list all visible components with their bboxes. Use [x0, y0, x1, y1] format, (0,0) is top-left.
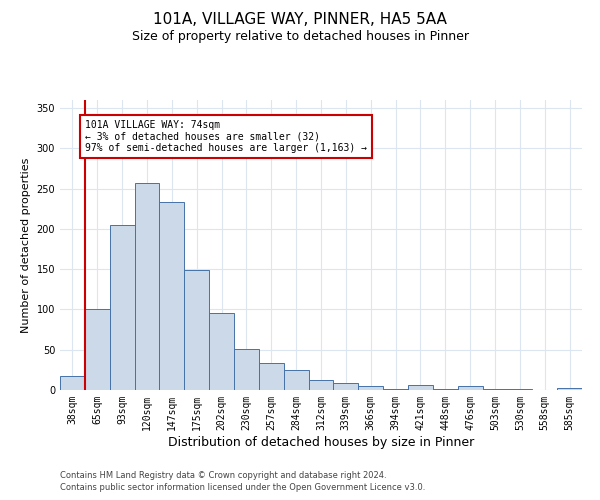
- Bar: [358, 386, 383, 390]
- Bar: [482, 389, 508, 390]
- Bar: [160, 202, 184, 390]
- Bar: [284, 370, 308, 390]
- Y-axis label: Number of detached properties: Number of detached properties: [21, 158, 31, 332]
- Bar: [85, 308, 110, 390]
- Bar: [508, 389, 532, 390]
- Bar: [110, 225, 134, 390]
- Bar: [408, 385, 433, 390]
- Text: Contains HM Land Registry data © Crown copyright and database right 2024.: Contains HM Land Registry data © Crown c…: [60, 471, 386, 480]
- Bar: [60, 376, 85, 390]
- Text: 101A, VILLAGE WAY, PINNER, HA5 5AA: 101A, VILLAGE WAY, PINNER, HA5 5AA: [153, 12, 447, 28]
- Bar: [209, 314, 234, 390]
- Bar: [433, 389, 458, 390]
- Text: 101A VILLAGE WAY: 74sqm
← 3% of detached houses are smaller (32)
97% of semi-det: 101A VILLAGE WAY: 74sqm ← 3% of detached…: [85, 120, 367, 154]
- Bar: [308, 380, 334, 390]
- Bar: [334, 383, 358, 390]
- Bar: [557, 388, 582, 390]
- Bar: [383, 389, 408, 390]
- X-axis label: Distribution of detached houses by size in Pinner: Distribution of detached houses by size …: [168, 436, 474, 448]
- Bar: [259, 362, 284, 390]
- Text: Contains public sector information licensed under the Open Government Licence v3: Contains public sector information licen…: [60, 484, 425, 492]
- Bar: [458, 386, 482, 390]
- Bar: [184, 270, 209, 390]
- Bar: [134, 183, 160, 390]
- Text: Size of property relative to detached houses in Pinner: Size of property relative to detached ho…: [131, 30, 469, 43]
- Bar: [234, 349, 259, 390]
